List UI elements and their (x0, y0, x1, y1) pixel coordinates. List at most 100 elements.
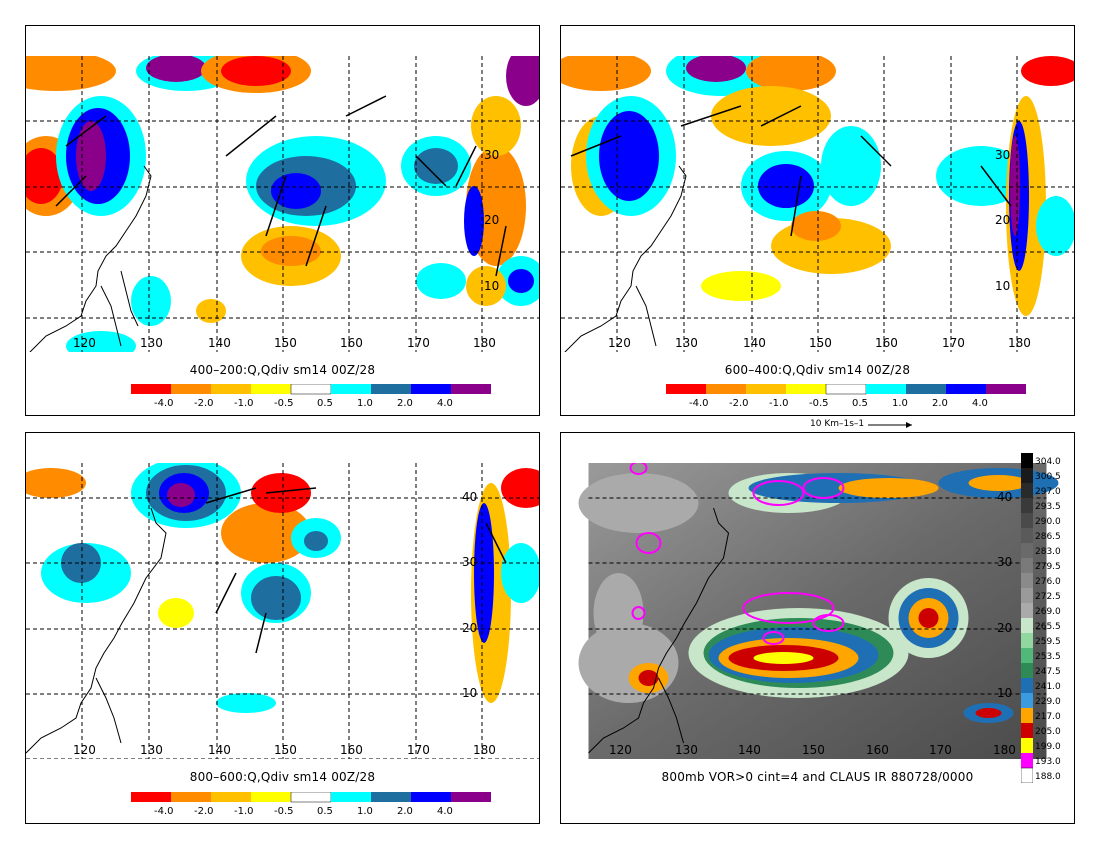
map-800-600 (26, 463, 539, 759)
colorbar-label: 1.0 (357, 806, 373, 817)
lon-label: 180 (1008, 336, 1031, 350)
panel-title: 800–600:Q,Qdiv sm14 00Z/28 (189, 770, 376, 784)
ir-colorbar-label: 269.0 (1035, 607, 1061, 617)
ir-colorbar-label: 286.5 (1035, 532, 1061, 542)
lon-label: 140 (738, 743, 761, 757)
colorbar-label: -4.0 (154, 398, 174, 409)
lon-label: 170 (942, 336, 965, 350)
map-400-200 (26, 56, 539, 352)
colorbar-segments (666, 384, 1026, 395)
lon-label: 150 (802, 743, 825, 757)
lon-label: 170 (407, 743, 430, 757)
vorticity-contours (629, 463, 845, 645)
lon-label: 140 (208, 743, 231, 757)
lat-label: 30 (997, 555, 1013, 569)
coastline (26, 507, 167, 754)
lon-label: 120 (609, 743, 632, 757)
map-ir-vorticity (578, 463, 1059, 759)
colorbar-label: -0.5 (809, 398, 829, 409)
ir-colorbar-label: 290.0 (1035, 517, 1061, 527)
ir-colorbar-label: 241.0 (1035, 682, 1061, 692)
lon-label: 120 (608, 336, 631, 350)
lon-label: 120 (73, 743, 96, 757)
colorbar (131, 792, 491, 803)
lat-label: 10 (462, 686, 478, 700)
colorbar-segments (131, 384, 491, 395)
colorbar-label: -2.0 (194, 806, 214, 817)
ir-colorbar-label: 247.5 (1035, 667, 1061, 677)
colorbar-label: 1.0 (892, 398, 908, 409)
lat-label: 30 (462, 555, 478, 569)
panel-title: 400–200:Q,Qdiv sm14 00Z/28 (189, 363, 376, 377)
vector-scale-label: 10 Km–1s–1 (810, 419, 865, 429)
ir-colorbar-label: 265.5 (1035, 622, 1061, 632)
wind-vectors (205, 487, 507, 654)
ir-colorbar-segments (1021, 453, 1033, 783)
colorbar-label: -4.0 (154, 806, 174, 817)
colorbar-segments (131, 792, 491, 803)
ir-colorbar-label: 300.5 (1035, 472, 1061, 482)
lat-label: 30 (484, 148, 500, 162)
ir-colorbar-label: 253.5 (1035, 652, 1061, 662)
ir-colorbar-label: 188.0 (1035, 772, 1061, 782)
colorbar-label: 0.5 (317, 398, 333, 409)
lon-label: 180 (993, 743, 1016, 757)
lat-label: 30 (995, 148, 1011, 162)
lon-label: 130 (140, 336, 163, 350)
lon-label: 150 (274, 743, 297, 757)
lon-label: 180 (473, 743, 496, 757)
colorbar (131, 384, 491, 395)
lon-label: 140 (743, 336, 766, 350)
panel-title: 600–400:Q,Qdiv sm14 00Z/28 (724, 363, 911, 377)
lat-label: 20 (997, 621, 1013, 635)
colorbar-label: 0.5 (317, 806, 333, 817)
ir-colorbar-label: 205.0 (1035, 727, 1061, 737)
ir-colorbar-label: 293.5 (1035, 502, 1061, 512)
panel-ir-vorticity: 800mb VOR>0 cint=4 and CLAUS IR 880728/0… (560, 432, 1075, 824)
lon-label: 170 (407, 336, 430, 350)
lat-label: 40 (997, 490, 1013, 504)
colorbar-label: -1.0 (234, 398, 254, 409)
lon-label: 160 (866, 743, 889, 757)
colorbar-label: 4.0 (437, 398, 453, 409)
ir-colorbar-label: 304.0 (1035, 457, 1061, 467)
lon-label: 140 (208, 336, 231, 350)
ir-colorbar-label: 283.0 (1035, 547, 1061, 557)
colorbar-label: -4.0 (689, 398, 709, 409)
lat-label: 20 (462, 621, 478, 635)
colorbar-label: -1.0 (234, 806, 254, 817)
lon-label: 160 (875, 336, 898, 350)
ir-colorbar-label: 272.5 (1035, 592, 1061, 602)
vector-scale-arrow (868, 422, 912, 428)
coastline (564, 165, 687, 352)
lat-label: 20 (995, 213, 1011, 227)
lon-label: 160 (340, 743, 363, 757)
panel-800-600: 800–600:Q,Qdiv sm14 00Z/28 120 130 140 1… (25, 432, 540, 824)
lat-label: 10 (995, 279, 1011, 293)
panel-title: 800mb VOR>0 cint=4 and CLAUS IR 880728/0… (661, 770, 974, 784)
coastline (29, 165, 152, 352)
colorbar-label: -2.0 (729, 398, 749, 409)
lat-label: 40 (462, 490, 478, 504)
lat-lon-grid (26, 56, 539, 352)
ir-cloud-shading (578, 468, 1059, 723)
lon-label: 130 (675, 743, 698, 757)
lon-label: 150 (274, 336, 297, 350)
lat-label: 10 (484, 279, 500, 293)
map-600-400 (561, 56, 1074, 352)
qdiv-shading (561, 56, 1074, 316)
qdiv-shading (26, 56, 539, 352)
ir-colorbar-label: 259.5 (1035, 637, 1061, 647)
colorbar-label: -2.0 (194, 398, 214, 409)
panel-600-400: 600–400:Q,Qdiv sm14 00Z/28 120 130 140 1… (560, 25, 1075, 416)
lat-label: 20 (484, 213, 500, 227)
ir-colorbar-label: 193.0 (1035, 757, 1061, 767)
colorbar-label: 2.0 (397, 806, 413, 817)
lon-label: 170 (929, 743, 952, 757)
panel-400-200: 400–200:Q,Qdiv sm14 00Z/28 120 130 140 1… (25, 25, 540, 416)
lat-label: 10 (997, 686, 1013, 700)
colorbar (666, 384, 1026, 395)
ir-colorbar-label: 199.0 (1035, 742, 1061, 752)
qdiv-shading (26, 463, 539, 713)
wind-vectors (55, 95, 507, 277)
